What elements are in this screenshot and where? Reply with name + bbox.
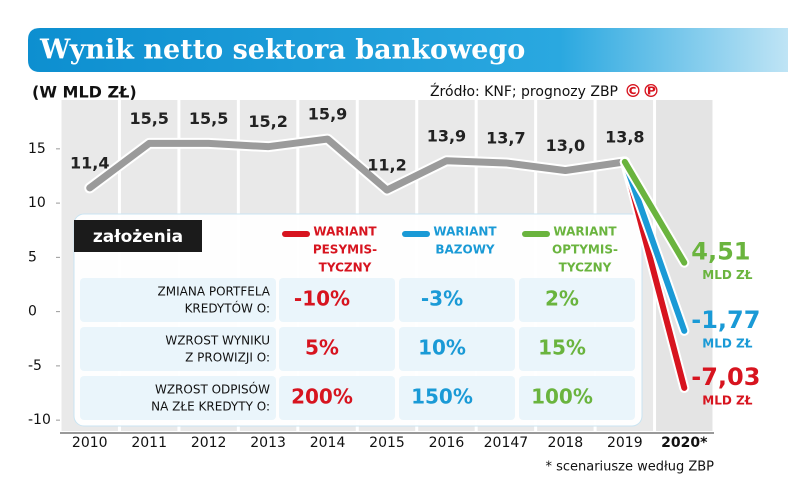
table-cell — [519, 278, 635, 322]
x-tick-label: 20147 — [484, 435, 529, 451]
title: Wynik netto sektora bankowego — [39, 35, 525, 66]
scenario-unit: MLD ZŁ — [702, 393, 752, 407]
y-tick-label: -5 — [28, 358, 42, 374]
scenario-name: OPTYMIS- — [552, 243, 618, 257]
table-value: 10% — [418, 336, 466, 360]
table-cell — [399, 376, 515, 420]
x-tick-label: 2012 — [191, 435, 227, 451]
table-value: 100% — [531, 385, 593, 409]
table-cell — [279, 278, 395, 322]
x-tick-label: 2013 — [250, 435, 286, 451]
row-label: Z PROWIZJI O: — [185, 351, 270, 365]
table-value: 15% — [538, 336, 586, 360]
table-value: 200% — [291, 385, 353, 409]
table-cell — [519, 327, 635, 371]
unit-label: (W MLD ZŁ) — [32, 83, 137, 102]
x-tick-label: 2010 — [72, 435, 108, 451]
row-label: KREDYTÓW O: — [185, 301, 270, 316]
table-value: -10% — [294, 287, 350, 311]
scenario-unit: MLD ZŁ — [702, 268, 752, 282]
title-banner — [28, 28, 788, 72]
scenario-line — [621, 158, 688, 266]
y-tick-label: 15 — [28, 141, 46, 157]
x-tick-label: 2014 — [310, 435, 346, 451]
x-tick-label: 2018 — [548, 435, 584, 451]
scenario-line — [621, 158, 688, 334]
footnote: * scenariusze według ZBP — [545, 460, 714, 475]
scenario-value: -1,77 — [691, 306, 760, 334]
table-cell — [279, 327, 395, 371]
table-title: założenia — [93, 227, 183, 247]
rights-icons: ©℗ — [624, 81, 660, 102]
source: Źródło: KNF; prognozy ZBP — [430, 82, 618, 100]
y-tick-label: 0 — [28, 304, 37, 320]
scenario-name: WARIANT — [553, 225, 617, 239]
x-tick-label: 2015 — [369, 435, 405, 451]
table-cell — [399, 278, 515, 322]
x-tick-label: 2011 — [131, 435, 167, 451]
value-label: 15,5 — [189, 109, 228, 128]
y-tick-label: 10 — [28, 195, 46, 211]
row-label-cell — [80, 278, 276, 322]
scenario-name: TYCZNY — [559, 261, 612, 275]
x-tick-label: 2020* — [661, 435, 708, 451]
value-label: 11,2 — [367, 156, 406, 175]
value-label: 15,2 — [248, 112, 287, 131]
value-label: 13,9 — [427, 126, 466, 145]
value-label: 13,8 — [605, 127, 644, 146]
table-cell — [399, 327, 515, 371]
row-label: WZROST WYNIKU — [165, 334, 270, 348]
table-value: 150% — [411, 385, 473, 409]
table-value: 2% — [545, 287, 579, 311]
y-tick-label: 5 — [28, 249, 37, 265]
row-label: NA ZŁE KREDYTY O: — [151, 400, 270, 414]
table-cell — [279, 376, 395, 420]
scenario-value: 4,51 — [691, 238, 750, 266]
table-cell — [519, 376, 635, 420]
row-label-cell — [80, 376, 276, 420]
table-title-box — [74, 220, 202, 252]
row-label: WZROST ODPISÓW — [155, 382, 270, 397]
table-value: 5% — [305, 336, 339, 360]
y-tick-label: -10 — [28, 412, 51, 428]
scenario-name: PESYMIS- — [313, 243, 377, 257]
value-label: 15,5 — [129, 109, 168, 128]
row-label: ZMIANA PORTFELA — [158, 285, 271, 299]
history-line — [86, 135, 629, 194]
scenario-value: -7,03 — [691, 363, 760, 391]
value-label: 15,9 — [308, 105, 347, 124]
table-value: -3% — [421, 287, 463, 311]
x-tick-label: 2016 — [429, 435, 465, 451]
scenario-name: BAZOWY — [435, 243, 495, 257]
scenario-unit: MLD ZŁ — [702, 336, 752, 350]
x-tick-label: 2019 — [607, 435, 643, 451]
value-label: 11,4 — [70, 153, 109, 172]
scenario-name: TYCZNY — [319, 261, 372, 275]
scenario-name: WARIANT — [313, 225, 377, 239]
value-label: 13,0 — [546, 136, 585, 155]
row-label-cell — [80, 327, 276, 371]
scenario-name: WARIANT — [433, 225, 497, 239]
value-label: 13,7 — [486, 128, 525, 147]
